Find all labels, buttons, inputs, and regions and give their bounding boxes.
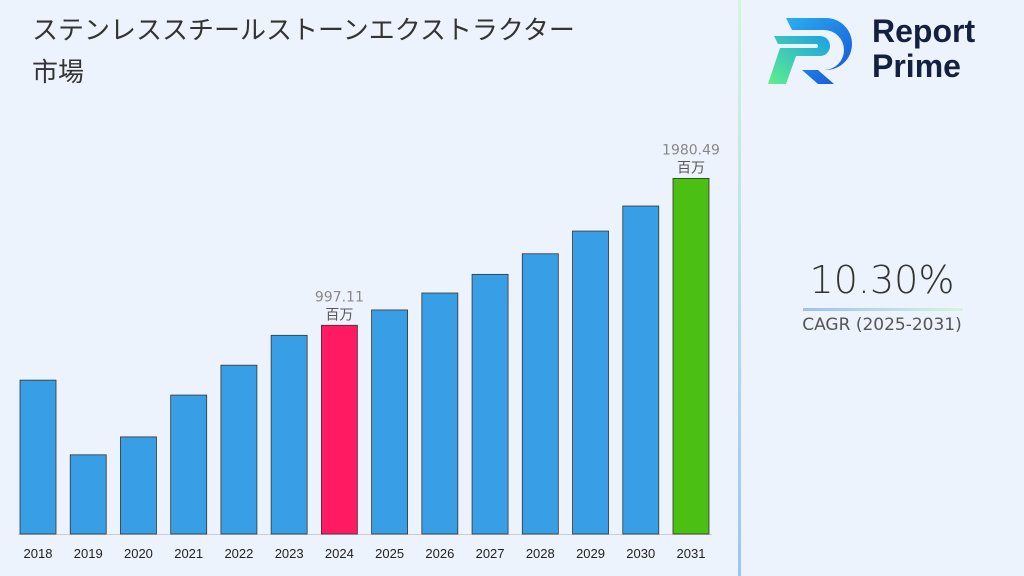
cagr-label: CAGR (2025-2031) [802,315,962,335]
bar-2020 [120,436,157,535]
bar-2021 [170,394,208,535]
x-tick-label: 2031 [677,546,706,561]
bar-2022 [220,364,258,535]
x-tick-label: 2029 [576,546,605,561]
cagr-value: 10.30% [809,258,955,302]
logo-mark-icon [768,18,852,84]
bar-2027 [471,273,509,535]
x-tick-label: 2019 [74,546,103,561]
bar-2029 [572,230,609,535]
x-tick-label: 2018 [24,546,53,561]
x-tick-label: 2023 [275,546,304,561]
logo-text-line2: Prime [872,48,961,84]
x-tick-label: 2026 [425,546,454,561]
bar-2018 [19,379,57,535]
bar-chart: 2018 2019 2020 2021 2022 2023 2024 997.11 百万 2025… [18,142,720,561]
bar-2031 [672,177,710,535]
cagr-underline [803,308,963,311]
chart-title: ステンレススチールストーンエクストラクター 市場 [32,16,575,88]
bar-2028 [521,253,559,535]
data-label-unit: 百万 [325,307,353,323]
x-tick-label: 2024 [325,546,354,561]
logo-text-line1: Report [872,13,976,49]
bar-2023 [270,334,308,535]
data-label-value: 997.11 [315,289,364,305]
bar-2024 [320,324,358,535]
x-tick-label: 2025 [375,546,404,561]
report-prime-logo: Report Prime [766,14,1006,86]
divider [738,0,741,576]
x-tick-label: 2027 [476,546,505,561]
x-tick-label: 2021 [174,546,203,561]
x-tick-label: 2022 [224,546,253,561]
bar-2030 [622,205,660,535]
x-tick-label: 2030 [626,546,655,561]
data-label-value: 1980.49 [662,142,720,158]
x-tick-label: 2028 [526,546,555,561]
bar-2025 [371,309,409,535]
x-tick-label: 2020 [124,546,153,561]
bar-2019 [69,454,107,535]
data-label-unit: 百万 [677,160,705,176]
bar-2026 [421,292,459,535]
